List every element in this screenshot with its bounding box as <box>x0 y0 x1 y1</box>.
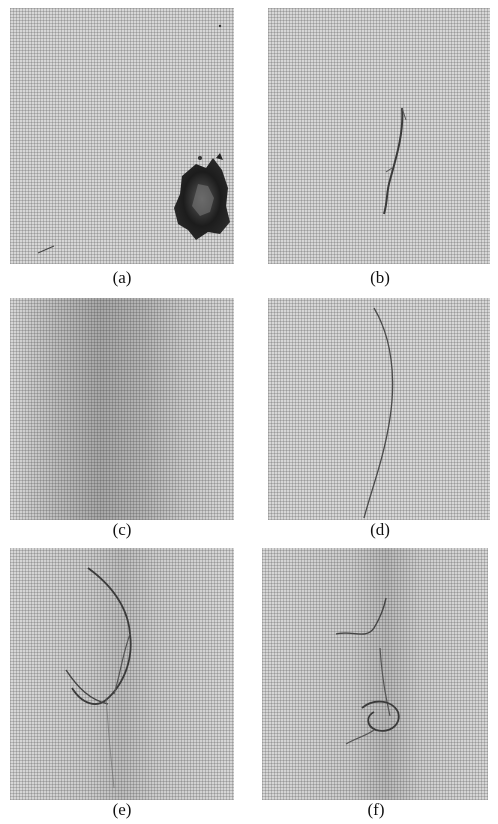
specimen-image-b <box>268 8 490 264</box>
specimen-image-f <box>262 548 488 800</box>
caption-f: (f) <box>367 800 385 819</box>
caption-e: (e) <box>112 800 132 819</box>
specimen-image-a <box>10 8 234 264</box>
caption-b: (b) <box>370 268 390 287</box>
caption-a: (a) <box>112 268 132 287</box>
specimen-image-c <box>10 298 234 520</box>
specimen-image-d <box>268 298 490 520</box>
specimen-image-e <box>10 548 234 800</box>
caption-c: (c) <box>112 520 132 539</box>
caption-d: (d) <box>370 520 390 539</box>
